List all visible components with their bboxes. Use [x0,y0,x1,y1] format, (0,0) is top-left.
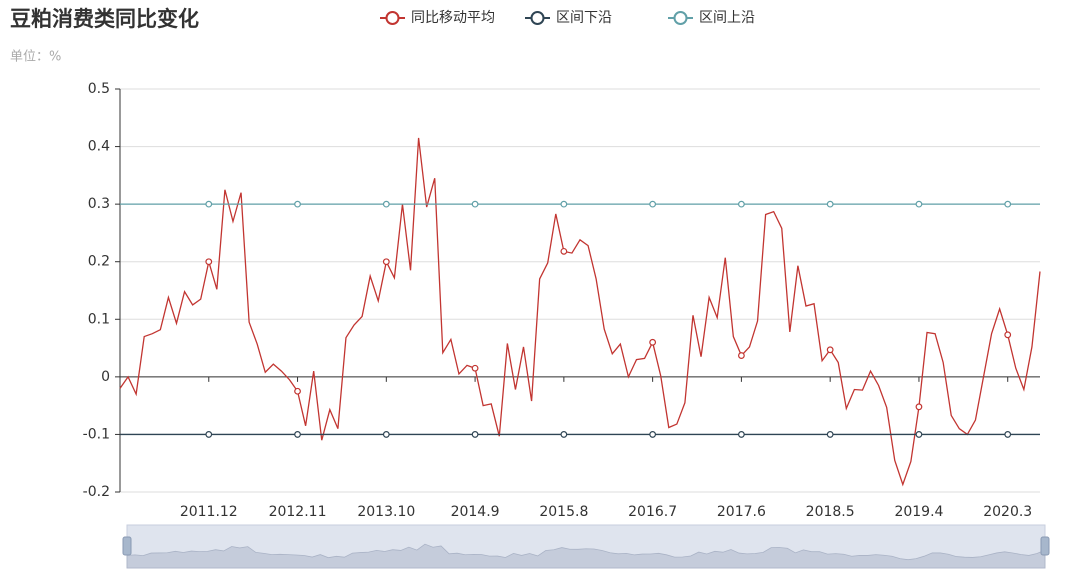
legend-icon [385,11,400,25]
x-tick-label: 2018.5 [806,504,855,520]
point [205,200,213,208]
x-tick-label: 2014.9 [451,504,500,520]
x-tick-label: 2012.11 [269,504,327,520]
point [560,431,568,438]
chart-subtitle: 单位：% [10,50,61,65]
y-tick-label: 0 [101,369,110,385]
point [382,431,390,438]
point [560,247,568,255]
point [471,364,479,372]
point [1004,431,1012,438]
point [826,200,834,208]
legend-label[interactable]: 区间下沿 [556,10,612,26]
point [649,200,657,208]
legend-icon [530,11,545,25]
point [826,431,834,438]
zoom-shadow [126,543,1046,569]
point [382,258,390,266]
legend-label[interactable]: 区间上沿 [699,10,755,26]
point [294,431,301,438]
y-tick-label: 0.2 [88,254,110,270]
x-tick-label: 2020.3 [983,504,1032,520]
x-tick-label: 2016.7 [628,504,677,520]
legend-label[interactable]: 同比移动平均 [411,10,495,26]
point [560,200,568,208]
chart-title: 豆粕消费类同比变化 [10,7,199,31]
point [738,431,745,438]
y-tick-label: 0.5 [88,81,110,97]
point [471,431,479,438]
point [738,200,745,208]
point [649,431,657,438]
zoom-handle[interactable] [1040,536,1050,556]
zoom-handle[interactable] [122,536,132,556]
point [915,200,923,208]
point [471,200,479,208]
y-tick-label: 0.3 [88,196,110,212]
point [205,431,213,438]
x-tick-label: 2019.4 [894,504,943,520]
x-tick-label: 2015.8 [539,504,588,520]
legend-icon [673,11,688,25]
point [915,431,923,438]
y-tick-label: 0.4 [88,139,110,155]
point [294,387,301,395]
point [915,403,923,411]
point [738,352,745,359]
point [1004,200,1012,208]
x-tick-label: 2011.12 [180,504,238,520]
x-tick-label: 2017.6 [717,504,766,520]
series-line [119,137,1041,487]
y-tick-label: -0.2 [83,484,110,500]
point [205,258,213,266]
x-tick-label: 2013.10 [357,504,415,520]
y-tick-label: -0.1 [83,426,110,442]
point [294,200,301,208]
point [382,200,390,208]
point [826,346,834,354]
point [1004,331,1012,339]
y-tick-label: 0.1 [88,311,110,327]
point [649,338,657,346]
